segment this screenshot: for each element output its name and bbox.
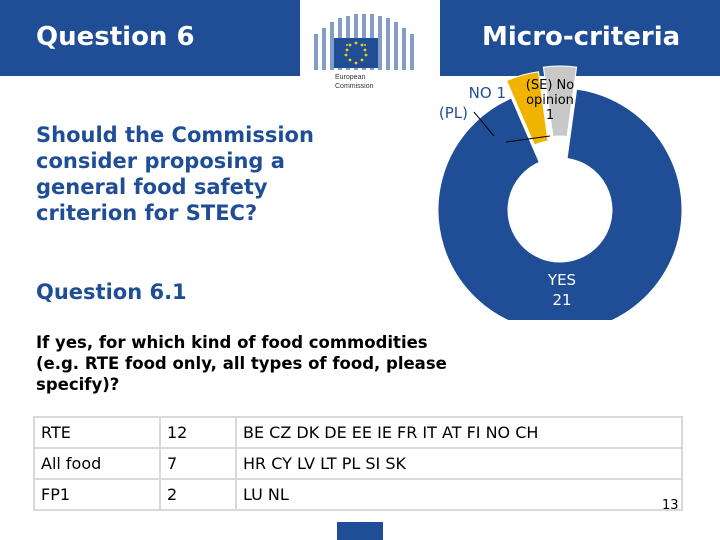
table-row: All food 7 HR CY LV LT PL SI SK	[33, 447, 683, 480]
no-opinion-line1: (SE) No	[525, 78, 575, 93]
question-text: Should the Commission consider proposing…	[36, 123, 314, 225]
no-opinion-label: (SE) No opinion 1	[512, 78, 588, 123]
sub-question-label: Question 6.1	[36, 280, 187, 304]
response-pie-chart	[437, 65, 683, 320]
no-country-label: (PL)	[438, 104, 468, 122]
sub-question-text: If yes, for which kind of food commoditi…	[36, 333, 447, 394]
logo-line1: European	[335, 74, 365, 81]
question-label: Question 6	[36, 22, 195, 52]
no-opinion-line2: opinion	[526, 93, 574, 108]
table-row: RTE 12 BE CZ DK DE EE IE FR IT AT FI NO CH	[33, 416, 683, 449]
header-band-left	[0, 0, 300, 76]
eu-stars-icon	[344, 41, 368, 65]
count-cell: 12	[159, 416, 237, 449]
countries-cell: BE CZ DK DE EE IE FR IT AT FI NO CH	[235, 416, 683, 449]
table-row: FP1 2 LU NL	[33, 478, 683, 511]
no-opinion-value: 1	[545, 108, 555, 123]
responses-table: RTE 12 BE CZ DK DE EE IE FR IT AT FI NO CH…	[33, 416, 683, 511]
no-leader-line	[473, 111, 495, 137]
count-cell: 7	[159, 447, 237, 480]
count-cell: 2	[159, 478, 237, 511]
no-opinion-leader-line	[505, 135, 551, 143]
slice-no-opinion	[542, 65, 578, 138]
logo-line2: Commission	[335, 83, 374, 90]
yes-name: YES	[547, 271, 577, 289]
yes-value: 21	[552, 291, 572, 309]
section-title: Micro-criteria	[482, 22, 681, 52]
food-cell: FP1	[33, 478, 161, 511]
footer-bar	[337, 522, 383, 540]
food-cell: All food	[33, 447, 161, 480]
slice-no	[505, 71, 549, 146]
yes-label: YES 21	[534, 270, 590, 310]
no-label: NO 1	[468, 84, 506, 102]
countries-cell: LU NL	[235, 478, 683, 511]
countries-cell: HR CY LV LT PL SI SK	[235, 447, 683, 480]
slice-yes	[437, 88, 683, 320]
european-commission-logo: European Commission	[314, 14, 414, 90]
page-number: 13	[662, 498, 679, 513]
header-band-right	[440, 0, 720, 76]
food-cell: RTE	[33, 416, 161, 449]
logo-area: European Commission	[300, 0, 440, 100]
